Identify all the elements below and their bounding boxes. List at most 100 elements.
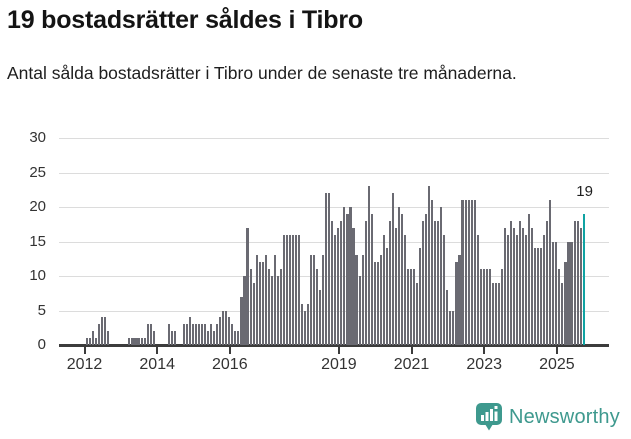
bar	[397, 207, 400, 345]
bar	[273, 255, 276, 345]
gridline	[59, 241, 609, 243]
bar	[579, 227, 582, 345]
x-axis-label: 2014	[139, 356, 175, 373]
bar	[525, 234, 528, 345]
bar	[270, 276, 273, 345]
bar	[294, 234, 298, 345]
bar	[297, 234, 301, 345]
bar	[146, 324, 149, 345]
bar	[382, 234, 385, 345]
bar	[89, 338, 92, 345]
bar	[567, 241, 570, 345]
bar	[340, 220, 343, 345]
bar	[140, 338, 143, 345]
y-axis-label: 15	[29, 232, 46, 250]
bar	[349, 207, 352, 345]
bar-latest	[582, 213, 585, 345]
bar	[352, 227, 355, 345]
bar	[488, 269, 491, 345]
bar	[255, 255, 258, 345]
x-axis-line	[59, 344, 609, 347]
bar	[213, 331, 216, 345]
bar	[267, 269, 270, 345]
x-axis-label: 2012	[66, 356, 103, 373]
bar	[431, 200, 434, 345]
bar	[403, 234, 407, 345]
bar	[385, 248, 388, 345]
bar	[549, 200, 552, 345]
bar	[249, 269, 252, 345]
bar	[319, 289, 322, 345]
bar	[458, 255, 461, 345]
bar	[437, 220, 440, 345]
bar	[555, 241, 558, 345]
bar	[328, 193, 331, 345]
bar	[512, 227, 516, 345]
bar	[540, 248, 543, 345]
last-value-annotation: 19	[576, 182, 593, 200]
bar	[234, 331, 237, 345]
bar	[240, 296, 243, 345]
bar	[419, 248, 422, 345]
bar	[358, 276, 361, 345]
x-axis-tick	[228, 347, 231, 354]
x-axis-tick	[555, 347, 558, 354]
bar	[276, 276, 279, 345]
bar	[337, 227, 340, 345]
bar	[282, 234, 285, 345]
bar	[355, 255, 358, 345]
bar	[534, 248, 537, 345]
bar	[485, 269, 488, 345]
bar	[546, 220, 549, 345]
bar	[500, 269, 503, 345]
y-axis-label: 0	[37, 336, 46, 353]
bar	[225, 310, 228, 345]
bar	[434, 220, 437, 345]
bar	[410, 269, 413, 345]
bar	[334, 234, 337, 345]
gridline	[59, 172, 609, 174]
bar	[473, 200, 476, 345]
bar	[370, 213, 373, 345]
bar	[107, 331, 110, 345]
x-axis-tick	[83, 347, 86, 354]
bar	[195, 324, 198, 345]
bar	[446, 289, 449, 345]
bar	[476, 234, 479, 345]
bar	[482, 269, 485, 345]
bar	[316, 269, 319, 345]
bar-chart: 19 0 5 10 15 20 25 30 2012 2014 2016 2019 2021 2023 2…	[29, 129, 609, 373]
bar	[443, 234, 446, 345]
bar	[509, 220, 512, 345]
bar	[379, 255, 382, 345]
bar	[216, 324, 219, 345]
x-axis-label: 2023	[466, 356, 502, 373]
bar	[173, 331, 176, 345]
y-axis-label: 10	[29, 267, 46, 284]
bar	[531, 227, 534, 345]
bar	[228, 317, 231, 345]
bar	[182, 324, 185, 345]
x-axis-label: 2021	[393, 356, 430, 373]
bar	[413, 269, 416, 345]
gridline	[59, 207, 609, 208]
bar	[149, 324, 152, 345]
bar	[304, 310, 307, 345]
y-axis-label: 25	[29, 163, 46, 181]
x-axis-tick	[410, 347, 413, 354]
bar	[573, 220, 576, 345]
bar	[86, 338, 89, 345]
bar	[188, 317, 192, 345]
bar	[291, 234, 294, 345]
bar	[515, 234, 519, 345]
bar	[506, 234, 509, 345]
bar	[300, 303, 304, 345]
bar	[246, 227, 249, 345]
bar	[455, 262, 458, 345]
bar	[361, 255, 364, 345]
bar	[137, 338, 140, 345]
bar	[406, 269, 410, 345]
bar	[210, 324, 213, 345]
bar	[552, 241, 555, 345]
bar	[522, 227, 525, 345]
